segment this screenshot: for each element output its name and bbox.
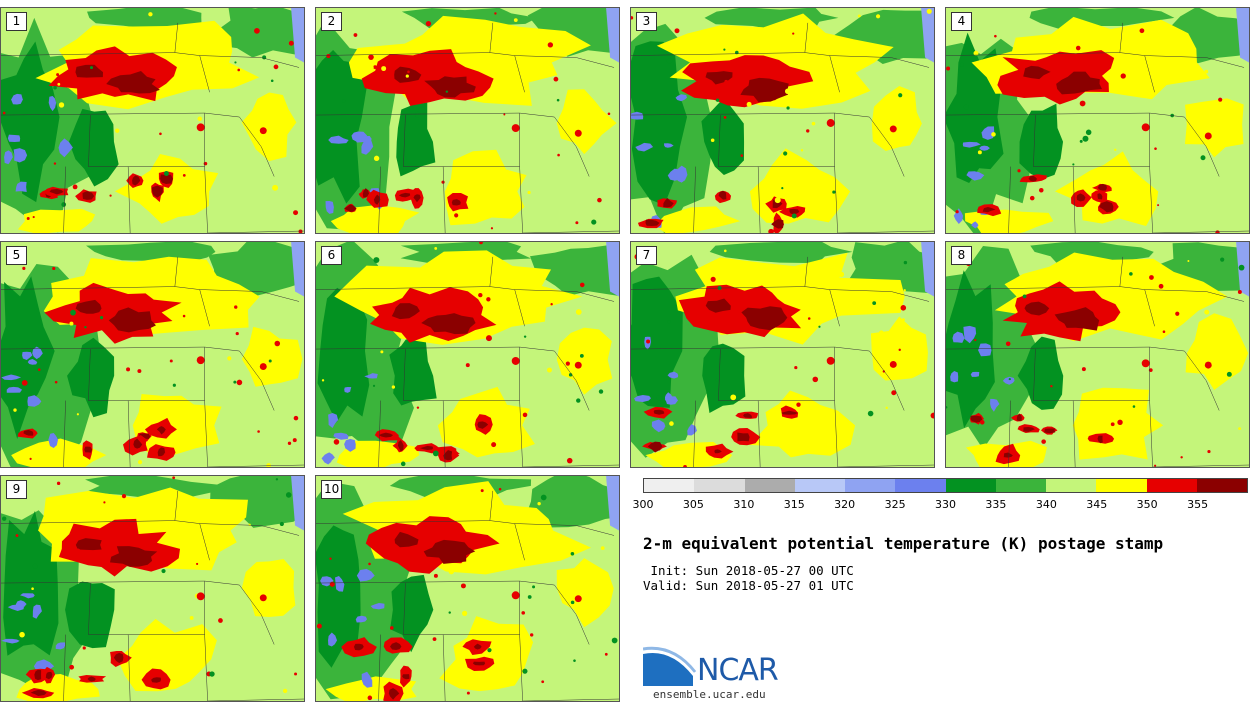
member-map-panel: 8 (945, 241, 1250, 468)
colorbar-bin (1096, 479, 1147, 492)
colorbar-tick-label: 325 (884, 498, 906, 511)
valid-time: Valid: Sun 2018-05-27 01 UTC (643, 578, 854, 593)
colorbar-tick-label: 310 (733, 498, 755, 511)
member-map-panel: 4 (945, 7, 1250, 234)
colorbar-bin (694, 479, 745, 492)
member-map-panel: 3 (630, 7, 935, 234)
member-number-badge: 3 (636, 12, 657, 31)
colorbar-bin (1196, 479, 1247, 492)
member-number-badge: 10 (321, 480, 343, 499)
colorbar-bin (644, 479, 695, 492)
colorbar-bin (744, 479, 795, 492)
colorbar-bin (995, 479, 1046, 492)
member-number-badge: 1 (6, 12, 27, 31)
colorbar-tick-label: 320 (834, 498, 856, 511)
colorbar-bin (945, 479, 996, 492)
colorbar-ticks: 300 305 310 315 320 325 330 335 340 345 350 355 (633, 498, 1248, 514)
colorbar-bin (845, 479, 896, 492)
member-number-badge: 4 (951, 12, 972, 31)
member-number-badge: 2 (321, 12, 342, 31)
colorbar-tick-label: 350 (1136, 498, 1158, 511)
member-map-panel: 2 (315, 7, 620, 234)
colorbar-bin (895, 479, 946, 492)
colorbar-bin (1046, 479, 1097, 492)
member-number-badge: 6 (321, 246, 342, 265)
member-map-panel: 7 (630, 241, 935, 468)
colorbar-tick-label: 300 (632, 498, 654, 511)
ncar-logo-icon (643, 646, 697, 686)
member-map-panel: 9 (0, 475, 305, 702)
chart-title: 2-m equivalent potential temperature (K)… (643, 534, 1164, 553)
site-url: ensemble.ucar.edu (653, 688, 766, 701)
init-time: Init: Sun 2018-05-27 00 UTC (643, 563, 854, 578)
member-map-panel: 1 (0, 7, 305, 234)
colorbar-tick-label: 335 (985, 498, 1007, 511)
member-map-panel: 5 (0, 241, 305, 468)
logo-text: NCAR (697, 653, 779, 688)
member-number-badge: 8 (951, 246, 972, 265)
colorbar-tick-label: 340 (1035, 498, 1057, 511)
member-map-panel: 10 (315, 475, 620, 702)
member-number-badge: 5 (6, 246, 27, 265)
colorbar-tick-label: 355 (1187, 498, 1209, 511)
colorbar (643, 478, 1248, 493)
colorbar-tick-label: 345 (1086, 498, 1108, 511)
member-map-panel: 6 (315, 241, 620, 468)
colorbar-tick-label: 305 (682, 498, 704, 511)
colorbar-bin (794, 479, 845, 492)
colorbar-tick-label: 315 (783, 498, 805, 511)
member-number-badge: 9 (6, 480, 27, 499)
member-number-badge: 7 (636, 246, 657, 265)
colorbar-bin (1146, 479, 1197, 492)
colorbar-tick-label: 330 (935, 498, 956, 511)
